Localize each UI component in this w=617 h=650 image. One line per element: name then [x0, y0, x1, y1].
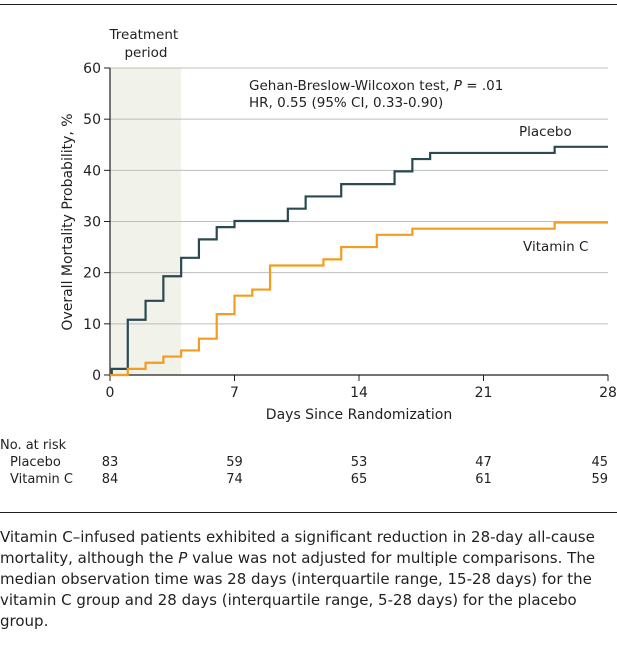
- series-label-placebo: Placebo: [519, 124, 572, 140]
- risk-cell: 74: [226, 472, 243, 487]
- risk-row-label: Placebo: [10, 455, 61, 470]
- y-tick-label: 60: [83, 61, 101, 77]
- series-lines: [110, 145, 608, 377]
- figure-caption: Vitamin C–infused patients exhibited a s…: [0, 527, 612, 632]
- x-tick-label: 28: [599, 385, 617, 401]
- stat-annotation-suffix: = .01: [462, 78, 503, 94]
- y-tick-label: 50: [83, 112, 101, 128]
- y-axis-label: Overall Mortality Probability, %: [60, 113, 76, 330]
- series-line-vitamin-c: [110, 221, 608, 377]
- risk-cell: 61: [475, 472, 492, 487]
- treatment-period-label-line1: Treatment: [109, 27, 179, 43]
- treatment-period-label-line2: period: [124, 45, 167, 61]
- stat-annotation-p: P: [454, 78, 463, 94]
- y-tick-label: 20: [83, 266, 101, 282]
- risk-cell: 65: [350, 472, 368, 487]
- x-axis-label: Days Since Randomization: [266, 407, 452, 423]
- caption-part1: Vitamin C–infused patients exhibited a s…: [0, 528, 595, 567]
- risk-cell: 53: [350, 455, 368, 470]
- y-tick-label: 0: [92, 368, 101, 384]
- top-rule: [0, 4, 617, 5]
- y-tick-label: 10: [83, 317, 101, 333]
- x-tick-label: 7: [230, 385, 239, 401]
- number-at-risk-table: No. at risk Placebo 83 59 53 47 45 Vitamin C 84…: [0, 438, 617, 498]
- risk-cell: 83: [101, 455, 119, 470]
- axes: 0 10 20 30 40 50 60 0 7 14 21 28: [83, 61, 617, 401]
- risk-cell: 84: [101, 472, 119, 487]
- risk-cell: 59: [591, 472, 608, 487]
- risk-cell: 47: [475, 455, 492, 470]
- risk-cell: 45: [591, 455, 608, 470]
- x-tick-label: 21: [475, 385, 493, 401]
- caption-rule: [0, 512, 617, 513]
- stat-annotation-line1: Gehan-Breslow-Wilcoxon test, P = .01: [249, 78, 503, 94]
- caption-p: P: [178, 549, 188, 567]
- x-tick-label: 14: [350, 385, 368, 401]
- km-chart: 0 10 20 30 40 50 60 0 7 14 21 28 Treatment period G…: [60, 27, 617, 423]
- x-tick-label: 0: [106, 385, 115, 401]
- grid-lines: [110, 67, 608, 325]
- risk-row-label: Vitamin C: [10, 472, 74, 487]
- y-tick-label: 40: [83, 163, 101, 179]
- risk-cell: 59: [226, 455, 243, 470]
- treatment-period-label: Treatment period: [109, 27, 183, 61]
- risk-table-title: No. at risk: [0, 438, 67, 453]
- series-label-vitamin-c: Vitamin C: [523, 239, 588, 255]
- series-line-placebo: [110, 145, 608, 377]
- caption-part2: value was not adjusted for multiple comp…: [0, 549, 596, 630]
- stat-annotation-prefix: Gehan-Breslow-Wilcoxon test,: [249, 78, 454, 94]
- y-tick-label: 30: [83, 215, 101, 231]
- stat-annotation-line2: HR, 0.55 (95% CI, 0.33-0.90): [249, 95, 443, 111]
